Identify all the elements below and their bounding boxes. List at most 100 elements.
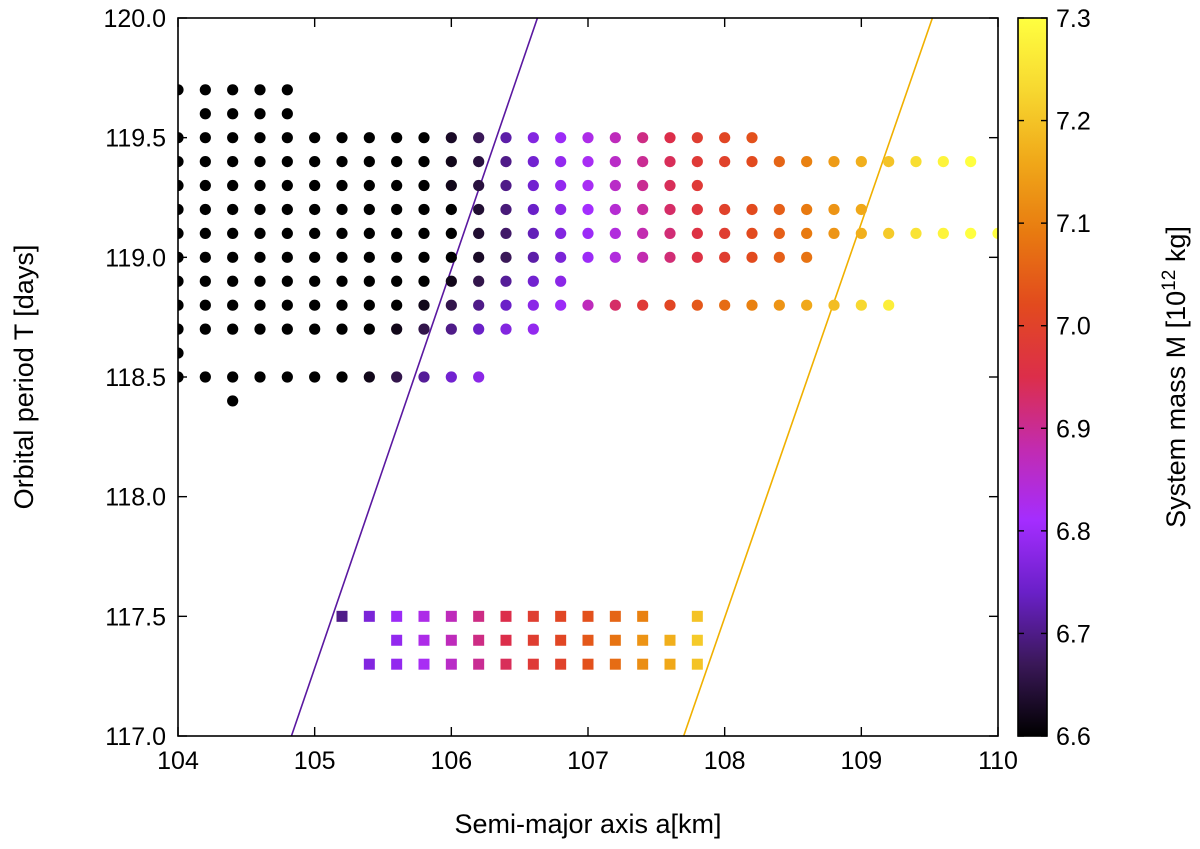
- data-point: [309, 371, 321, 383]
- data-point: [527, 299, 539, 311]
- fit-line: [682, 18, 934, 736]
- fit-line: [290, 18, 539, 736]
- data-point: [199, 323, 211, 335]
- data-point-square: [609, 658, 621, 670]
- data-point: [582, 251, 594, 263]
- data-point: [199, 371, 211, 383]
- data-point: [254, 179, 266, 192]
- data-point: [855, 227, 867, 239]
- data-point: [254, 275, 266, 287]
- data-point: [309, 251, 321, 263]
- data-point: [281, 371, 293, 383]
- data-point: [637, 227, 649, 239]
- data-point: [555, 132, 567, 144]
- data-point: [254, 371, 266, 383]
- data-point: [199, 108, 211, 120]
- data-point-square: [391, 658, 403, 670]
- data-point-square: [418, 610, 430, 622]
- y-tick-label: 117.5: [105, 603, 166, 631]
- colorbar-tick-label: 6.9: [1056, 415, 1091, 443]
- data-point: [773, 203, 785, 216]
- data-point: [309, 299, 321, 311]
- data-point: [500, 275, 512, 287]
- data-point: [664, 299, 676, 311]
- data-point: [637, 299, 649, 311]
- data-point: [500, 323, 512, 335]
- data-point: [527, 251, 539, 263]
- data-point: [637, 251, 649, 263]
- data-point: [664, 251, 676, 263]
- data-point: [746, 299, 758, 311]
- data-point: [719, 203, 731, 216]
- data-point: [445, 132, 457, 144]
- data-point: [527, 203, 539, 216]
- data-point: [609, 179, 621, 192]
- data-point: [883, 299, 895, 311]
- data-point: [664, 179, 676, 192]
- data-point: [281, 156, 293, 168]
- data-point-square: [555, 658, 567, 670]
- data-point: [336, 371, 348, 383]
- data-point: [254, 156, 266, 168]
- data-point-square: [363, 610, 375, 622]
- data-point: [254, 132, 266, 144]
- data-point: [418, 132, 430, 144]
- data-point: [473, 227, 485, 239]
- data-point: [391, 251, 403, 263]
- data-point: [336, 299, 348, 311]
- data-point: [883, 156, 895, 168]
- data-point: [363, 323, 375, 335]
- data-point: [500, 203, 512, 216]
- data-point: [855, 203, 867, 216]
- data-point: [281, 84, 293, 96]
- data-point: [555, 275, 567, 287]
- data-point: [637, 179, 649, 192]
- data-point: [801, 227, 813, 239]
- data-point: [637, 132, 649, 144]
- data-point-square: [391, 610, 403, 622]
- data-point: [527, 156, 539, 168]
- x-tick-label: 105: [294, 747, 336, 775]
- data-point: [418, 275, 430, 287]
- data-point-square: [555, 610, 567, 622]
- y-tick-label: 119.5: [105, 125, 166, 153]
- data-point: [445, 299, 457, 311]
- data-point-square: [664, 658, 676, 670]
- data-point: [281, 132, 293, 144]
- y-tick-label: 119.0: [105, 244, 166, 272]
- data-point: [391, 323, 403, 335]
- data-point: [178, 275, 184, 287]
- data-point: [746, 156, 758, 168]
- y-tick-label: 118.5: [105, 364, 166, 392]
- data-point: [178, 179, 184, 192]
- data-point: [281, 203, 293, 216]
- data-point: [527, 132, 539, 144]
- data-point: [500, 132, 512, 144]
- data-point: [937, 156, 949, 168]
- data-point: [336, 179, 348, 192]
- data-point: [309, 132, 321, 144]
- colorbar-axis: 6.6 6.7 6.8 6.9 7.0 7.1 7.2 7.3: [1018, 5, 1091, 751]
- data-point: [418, 179, 430, 192]
- data-point-square: [473, 658, 485, 670]
- data-point: [691, 299, 703, 311]
- data-point: [199, 299, 211, 311]
- data-points: [178, 84, 998, 670]
- colorbar-tick-label: 7.0: [1056, 313, 1091, 341]
- data-point: [178, 299, 184, 311]
- x-tick-label: 110: [978, 747, 1018, 775]
- data-point-square: [445, 658, 457, 670]
- data-point: [773, 227, 785, 239]
- data-point: [473, 299, 485, 311]
- data-point: [227, 179, 239, 192]
- data-point: [281, 251, 293, 263]
- data-point: [227, 108, 239, 120]
- data-point: [828, 299, 840, 311]
- data-point: [391, 203, 403, 216]
- data-point: [555, 156, 567, 168]
- data-point: [309, 227, 321, 239]
- data-point-square: [691, 634, 703, 646]
- data-point: [178, 84, 184, 96]
- data-point: [582, 227, 594, 239]
